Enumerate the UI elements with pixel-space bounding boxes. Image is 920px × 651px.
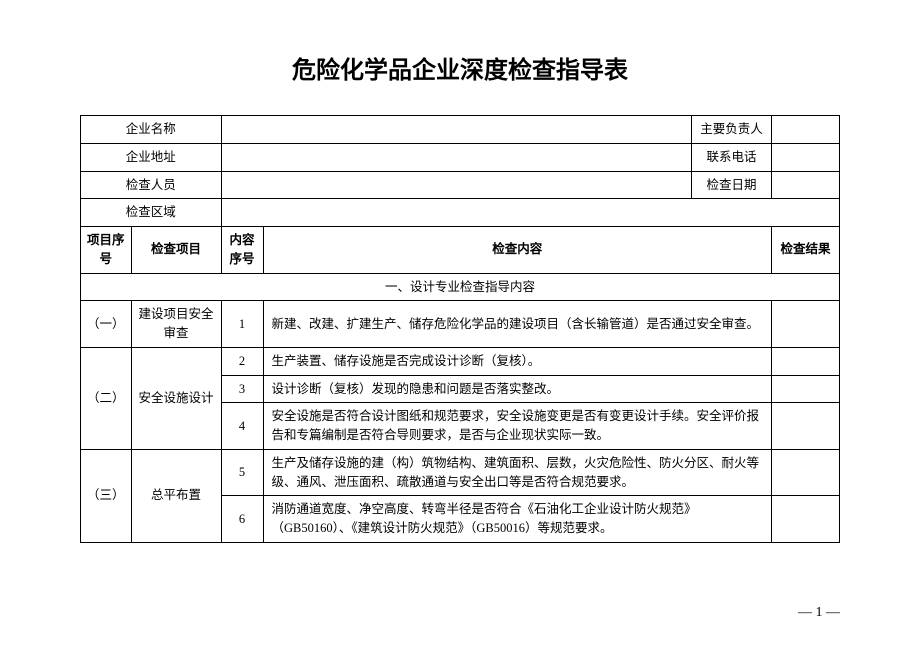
- proj-num: （一）: [81, 301, 132, 348]
- table-row: （二） 安全设施设计 2 生产装置、储存设施是否完成设计诊断（复核）。: [81, 347, 840, 375]
- result-cell: [772, 375, 840, 403]
- inspector-value: [221, 171, 691, 199]
- content-num: 2: [221, 347, 263, 375]
- section-title: 一、设计专业检查指导内容: [81, 273, 840, 301]
- proj-name: 安全设施设计: [131, 347, 221, 449]
- inspection-table: 企业名称 主要负责人 企业地址 联系电话 检查人员 检查日期 检查区域 项目序号…: [80, 115, 840, 543]
- info-row-1: 企业名称 主要负责人: [81, 116, 840, 144]
- proj-name: 建设项目安全审查: [131, 301, 221, 348]
- content-num: 6: [221, 496, 263, 543]
- content-text: 设计诊断（复核）发现的隐患和问题是否落实整改。: [263, 375, 771, 403]
- table-row: （三） 总平布置 5 生产及储存设施的建（构）筑物结构、建筑面积、层数，火灾危险…: [81, 449, 840, 496]
- result-cell: [772, 449, 840, 496]
- content-num: 1: [221, 301, 263, 348]
- header-proj-num: 项目序号: [81, 227, 132, 274]
- responsible-label: 主要负责人: [692, 116, 772, 144]
- header-proj-name: 检查项目: [131, 227, 221, 274]
- header-result: 检查结果: [772, 227, 840, 274]
- content-text: 新建、改建、扩建生产、储存危险化学品的建设项目（含长输管道）是否通过安全审查。: [263, 301, 771, 348]
- responsible-value: [772, 116, 840, 144]
- page-number: — 1 —: [798, 605, 840, 621]
- header-content-num: 内容序号: [221, 227, 263, 274]
- inspector-label: 检查人员: [81, 171, 222, 199]
- content-text: 生产装置、储存设施是否完成设计诊断（复核）。: [263, 347, 771, 375]
- result-cell: [772, 347, 840, 375]
- company-name-value: [221, 116, 691, 144]
- area-value: [221, 199, 839, 227]
- date-label: 检查日期: [692, 171, 772, 199]
- result-cell: [772, 496, 840, 543]
- info-row-4: 检查区域: [81, 199, 840, 227]
- info-row-3: 检查人员 检查日期: [81, 171, 840, 199]
- header-content: 检查内容: [263, 227, 771, 274]
- section-row: 一、设计专业检查指导内容: [81, 273, 840, 301]
- area-label: 检查区域: [81, 199, 222, 227]
- proj-name: 总平布置: [131, 449, 221, 542]
- result-cell: [772, 301, 840, 348]
- table-header: 项目序号 检查项目 内容序号 检查内容 检查结果: [81, 227, 840, 274]
- phone-label: 联系电话: [692, 143, 772, 171]
- address-label: 企业地址: [81, 143, 222, 171]
- content-num: 5: [221, 449, 263, 496]
- content-text: 安全设施是否符合设计图纸和规范要求，安全设施变更是否有变更设计手续。安全评价报告…: [263, 403, 771, 450]
- proj-num: （二）: [81, 347, 132, 449]
- content-num: 3: [221, 375, 263, 403]
- result-cell: [772, 403, 840, 450]
- content-text: 消防通道宽度、净空高度、转弯半径是否符合《石油化工企业设计防火规范》（GB501…: [263, 496, 771, 543]
- page-title: 危险化学品企业深度检查指导表: [80, 50, 840, 85]
- address-value: [221, 143, 691, 171]
- info-row-2: 企业地址 联系电话: [81, 143, 840, 171]
- proj-num: （三）: [81, 449, 132, 542]
- table-row: （一） 建设项目安全审查 1 新建、改建、扩建生产、储存危险化学品的建设项目（含…: [81, 301, 840, 348]
- content-text: 生产及储存设施的建（构）筑物结构、建筑面积、层数，火灾危险性、防火分区、耐火等级…: [263, 449, 771, 496]
- company-name-label: 企业名称: [81, 116, 222, 144]
- content-num: 4: [221, 403, 263, 450]
- phone-value: [772, 143, 840, 171]
- date-value: [772, 171, 840, 199]
